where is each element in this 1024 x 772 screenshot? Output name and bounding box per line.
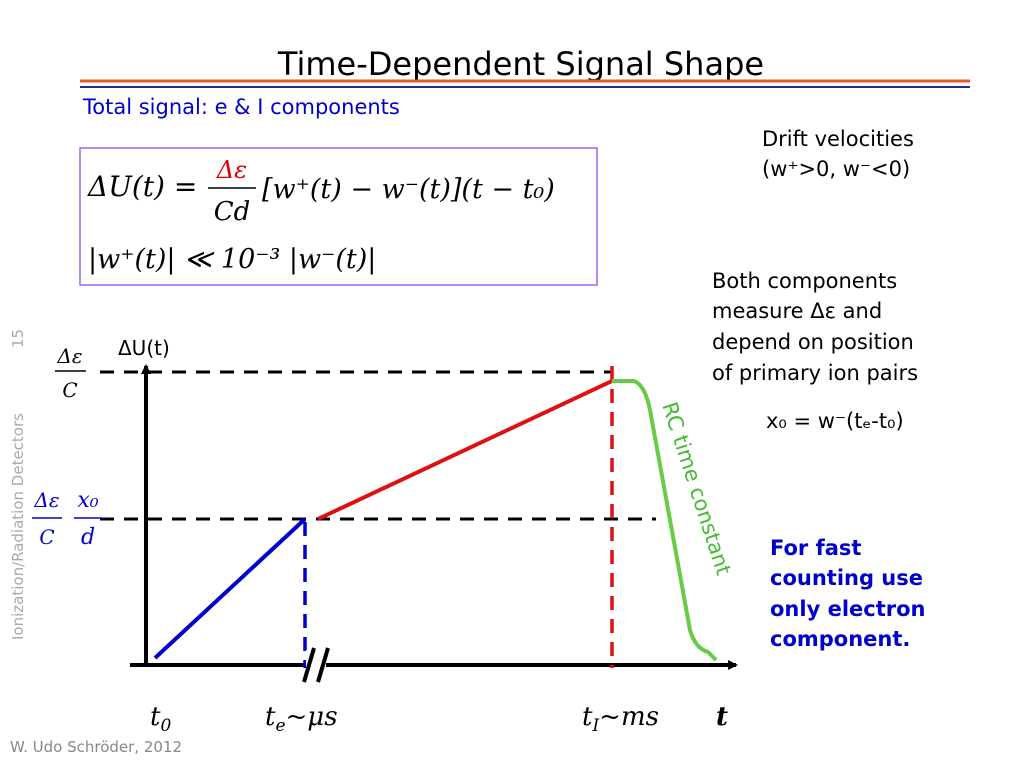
x-label-sub: 0 — [160, 716, 171, 736]
note-fast: only electron — [770, 597, 925, 621]
level-top-num: Δε — [56, 344, 82, 368]
note-drift: Drift velocities — [762, 127, 914, 151]
x-label: tI~ms — [582, 702, 659, 736]
level-mid-den: C — [39, 525, 54, 549]
formula-den: Cd — [214, 197, 251, 227]
y-label: ΔU(t) — [118, 336, 170, 360]
note-fast: For fast — [770, 536, 861, 560]
x-label-sub: I — [591, 716, 599, 736]
fast-note: For fast counting use only electron comp… — [770, 536, 925, 651]
level-mid-den: d — [81, 525, 95, 550]
note-x0: x₀ = w⁻(tₑ-t₀) — [766, 409, 904, 433]
rc-label: RC time constant — [657, 399, 736, 578]
x-label: t — [716, 702, 728, 732]
x-label-sub: e — [275, 716, 285, 736]
level-mid-num: Δε — [33, 488, 59, 512]
formula-line2: |w⁺(t)| ≪ 10⁻³ |w⁻(t)| — [88, 244, 376, 275]
subtitle: Total signal: e & I components — [82, 95, 400, 119]
electron-signal — [153, 517, 307, 660]
note-both: Both components — [712, 269, 897, 293]
level-mid-num: x₀ — [77, 488, 98, 513]
x-label-main: t — [265, 702, 276, 732]
note-fast: counting use — [770, 566, 923, 590]
footer: W. Udo Schröder, 2012 — [10, 738, 182, 756]
formula-lhs: ΔU(t) = — [87, 170, 197, 203]
side-page: 15 — [9, 329, 27, 348]
x-label-tail: ~μs — [286, 702, 338, 732]
note-both: depend on position — [712, 330, 914, 354]
x-label: te~μs — [265, 702, 338, 736]
formula-box — [79, 147, 598, 286]
formula-num: Δε — [216, 156, 247, 184]
x-label-main: t — [582, 702, 593, 732]
note-fast: component. — [770, 627, 910, 651]
x-label-tail: ~ms — [599, 702, 659, 732]
note-both: of primary ion pairs — [712, 361, 918, 385]
x-label-main: t — [716, 702, 728, 732]
level-top-den: C — [62, 378, 77, 402]
notes: Drift velocities (w⁺>0, w⁻<0) Both compo… — [712, 127, 918, 433]
x-label: t0 — [150, 702, 171, 736]
note-both: measure Δε and — [712, 299, 882, 323]
formula-rhs: [w⁺(t) − w⁻(t)](t − t₀) — [262, 174, 555, 205]
ion-signal — [317, 379, 613, 521]
axis-break — [302, 647, 316, 683]
x-label-main: t — [150, 702, 161, 732]
x-labels: t0 te~μs tI~ms t — [150, 702, 728, 736]
axis-break — [316, 647, 330, 683]
side-course: Ionization/Radiation Detectors — [9, 413, 27, 640]
note-drift: (w⁺>0, w⁻<0) — [762, 157, 910, 181]
rc-decay — [612, 379, 718, 662]
title: Time-Dependent Signal Shape — [277, 45, 764, 83]
